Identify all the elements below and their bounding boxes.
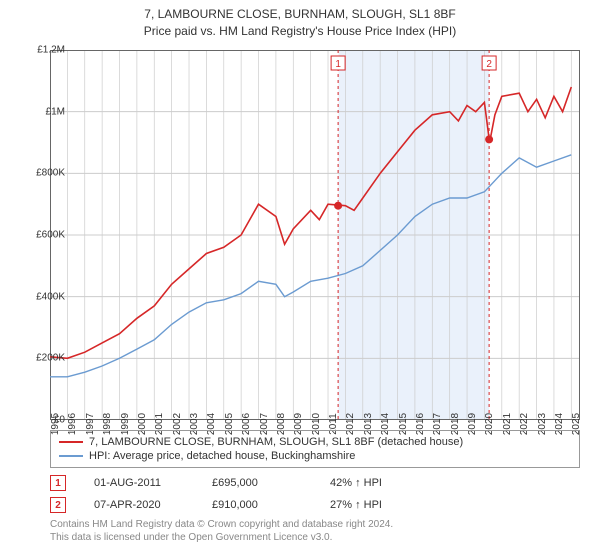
y-tick-label: £1M	[21, 106, 65, 117]
sale-date: 01-AUG-2011	[94, 477, 184, 489]
y-tick-label: £1.2M	[21, 45, 65, 56]
sale-price: £695,000	[212, 477, 302, 489]
sale-delta: 27% ↑ HPI	[330, 499, 420, 511]
price-chart: 12	[50, 50, 580, 420]
y-tick-label: £800K	[21, 168, 65, 179]
sale-badge-1: 1	[50, 475, 66, 491]
table-row: 2 07-APR-2020 £910,000 27% ↑ HPI	[50, 494, 580, 516]
sale-date: 07-APR-2020	[94, 499, 184, 511]
footer-line-1: Contains HM Land Registry data © Crown c…	[50, 518, 393, 531]
y-tick-label: £600K	[21, 230, 65, 241]
chart-title-block: 7, LAMBOURNE CLOSE, BURNHAM, SLOUGH, SL1…	[0, 0, 600, 40]
legend-item-price: 7, LAMBOURNE CLOSE, BURNHAM, SLOUGH, SL1…	[59, 435, 571, 449]
sale-price: £910,000	[212, 499, 302, 511]
attribution-footer: Contains HM Land Registry data © Crown c…	[50, 518, 393, 544]
legend: 7, LAMBOURNE CLOSE, BURNHAM, SLOUGH, SL1…	[50, 430, 580, 468]
svg-text:2: 2	[486, 59, 492, 70]
y-tick-label: £200K	[21, 353, 65, 364]
y-tick-label: £400K	[21, 291, 65, 302]
legend-item-hpi: HPI: Average price, detached house, Buck…	[59, 449, 571, 463]
title-line-2: Price paid vs. HM Land Registry's House …	[0, 23, 600, 40]
legend-swatch-hpi	[59, 455, 83, 457]
legend-label-price: 7, LAMBOURNE CLOSE, BURNHAM, SLOUGH, SL1…	[89, 436, 463, 448]
table-row: 1 01-AUG-2011 £695,000 42% ↑ HPI	[50, 472, 580, 494]
svg-text:1: 1	[335, 59, 341, 70]
sale-table: 1 01-AUG-2011 £695,000 42% ↑ HPI 2 07-AP…	[50, 472, 580, 516]
legend-label-hpi: HPI: Average price, detached house, Buck…	[89, 450, 355, 462]
sale-badge-2: 2	[50, 497, 66, 513]
title-line-1: 7, LAMBOURNE CLOSE, BURNHAM, SLOUGH, SL1…	[0, 6, 600, 23]
legend-swatch-price	[59, 441, 83, 443]
sale-delta: 42% ↑ HPI	[330, 477, 420, 489]
footer-line-2: This data is licensed under the Open Gov…	[50, 531, 393, 544]
